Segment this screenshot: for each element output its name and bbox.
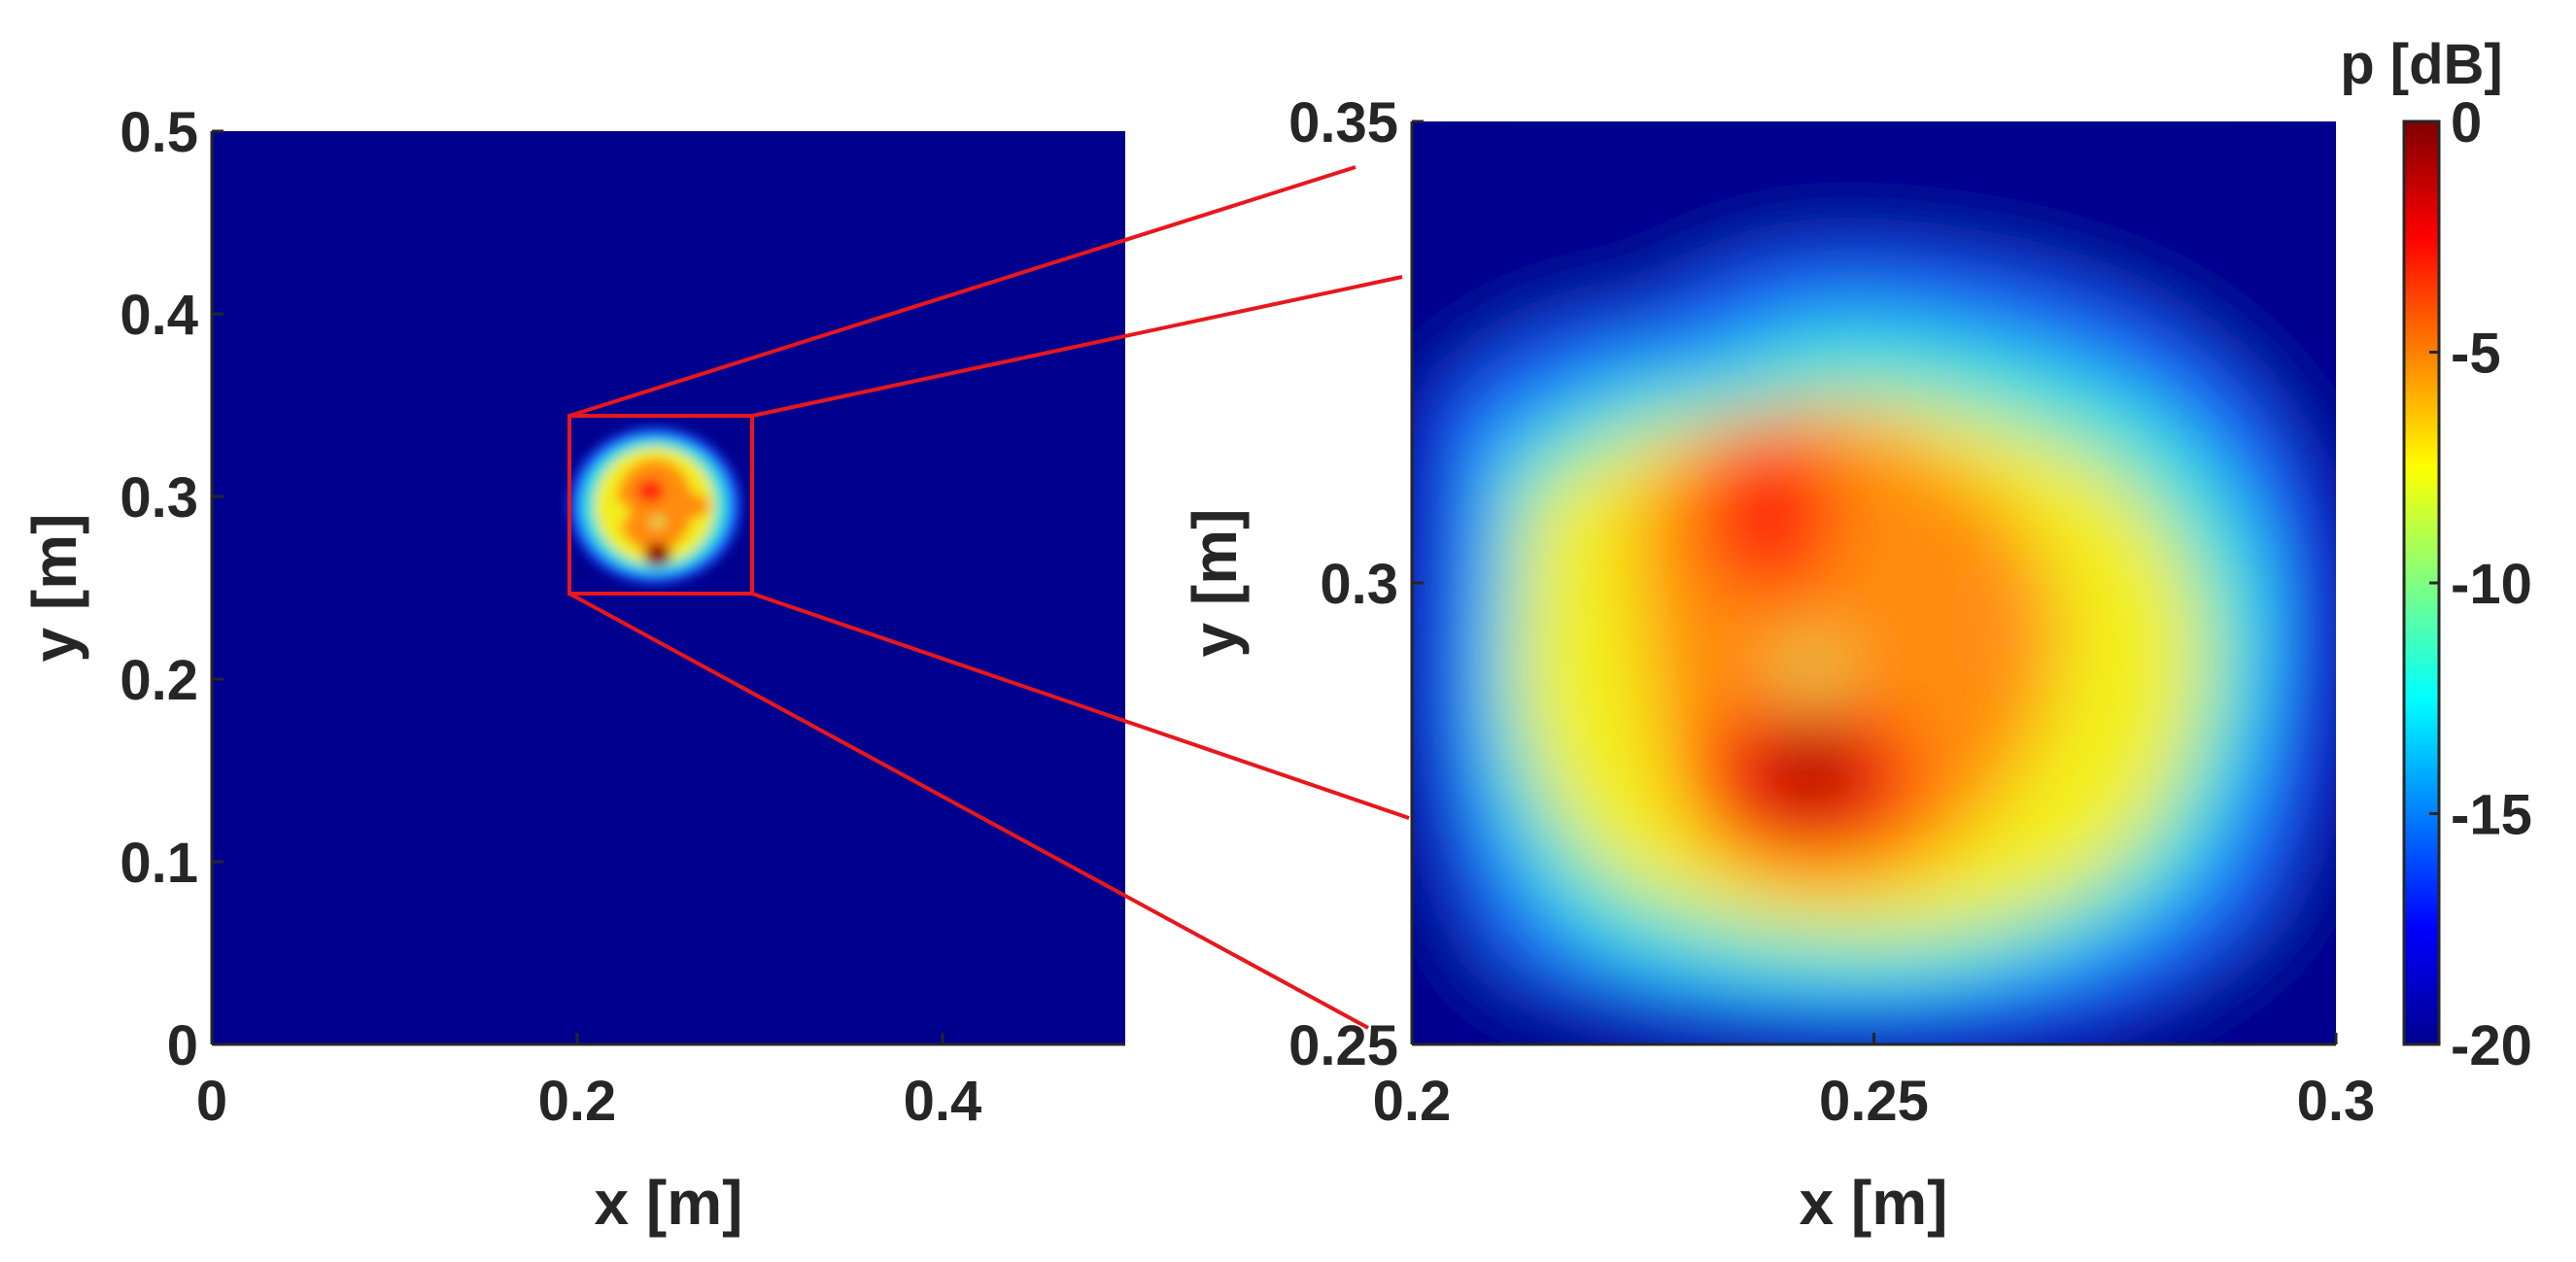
colorbar-title: p [dB] <box>2340 33 2503 96</box>
field-level-red-upper <box>1700 432 1837 597</box>
left-y-tick-label: 0.3 <box>120 466 198 529</box>
right-y-axis-label: y [m] <box>1180 509 1250 658</box>
connector-bottom-right <box>751 592 1410 820</box>
left-hotspot-peak <box>643 543 671 567</box>
connector-top-left <box>568 165 1357 418</box>
left-x-tick-label: 0.2 <box>538 1070 617 1133</box>
colorbar-tick-label: -15 <box>2451 784 2532 847</box>
field-level-darkred <box>1759 733 1866 811</box>
right-y-ticks: 0.25 0.3 0.35 <box>1288 91 1424 1077</box>
right-x-tick-label: 0.3 <box>2297 1070 2376 1133</box>
left-hotspot-level <box>615 459 694 553</box>
right-heatmap-panel: 0.2 0.25 0.3 0.250.30.35 x [m] y [m] <box>1180 91 2375 1238</box>
right-x-axis-label: x [m] <box>1800 1168 1948 1238</box>
right-pressure-field <box>1412 121 2336 1044</box>
right-y-tick-label: 0.25 <box>1288 1014 1398 1077</box>
left-y-tick-label: 0 <box>167 1014 198 1077</box>
colorbar-tick-label: -20 <box>2451 1014 2532 1077</box>
colorbar-tick-label: -5 <box>2451 323 2501 386</box>
left-plot-area <box>212 131 1125 1044</box>
connector-top-right <box>751 275 1403 418</box>
zoom-connectors <box>568 165 1410 1030</box>
left-hotspot-peak <box>682 494 710 518</box>
left-hotspot-peak <box>636 479 665 503</box>
colorbar: 0 -5 -10 -15 -20 p [dB] <box>2340 33 2532 1077</box>
field-center-dip <box>1779 645 1845 696</box>
right-y-tick-label: 0.35 <box>1288 91 1398 154</box>
left-hotspot-dip <box>650 517 665 528</box>
colorbar-tick-label: 0 <box>2451 91 2482 154</box>
left-y-ticks: 0 0.1 0.2 0.3 0.4 0.5 <box>120 101 223 1077</box>
left-hotspot-peak <box>601 500 630 525</box>
left-x-tick-label: 0.4 <box>904 1070 982 1133</box>
left-x-ticks: 0 0.2 0.4 <box>196 1033 981 1133</box>
right-x-tick-label: 0.2 <box>1373 1070 1452 1133</box>
right-x-ticks: 0.2 0.25 0.3 <box>1373 1033 2376 1133</box>
left-y-tick-label: 0.1 <box>120 832 198 895</box>
left-x-tick-label: 0 <box>196 1070 227 1133</box>
colorbar-ticks: 0 -5 -10 -15 -20 <box>2429 91 2532 1077</box>
connector-bottom-left <box>568 592 1369 1030</box>
left-x-axis-label: x [m] <box>595 1168 743 1238</box>
left-y-tick-label: 0.4 <box>120 284 198 347</box>
left-hotspot <box>568 427 740 584</box>
left-y-axis-label: y [m] <box>19 514 89 663</box>
left-heatmap-panel: 0 0.2 0.4 0 0.1 0.2 0.3 0.4 0.5 x [m] y [m] <box>19 101 1125 1238</box>
colorbar-tick-label: -10 <box>2451 553 2532 616</box>
right-y-tick-label: 0.3 <box>1320 553 1398 616</box>
field-right-lobe <box>1982 563 2060 680</box>
left-y-tick-label: 0.5 <box>120 101 198 164</box>
left-y-tick-label: 0.2 <box>120 649 198 712</box>
right-x-tick-label: 0.25 <box>1819 1070 1929 1133</box>
zoom-box <box>567 414 754 596</box>
